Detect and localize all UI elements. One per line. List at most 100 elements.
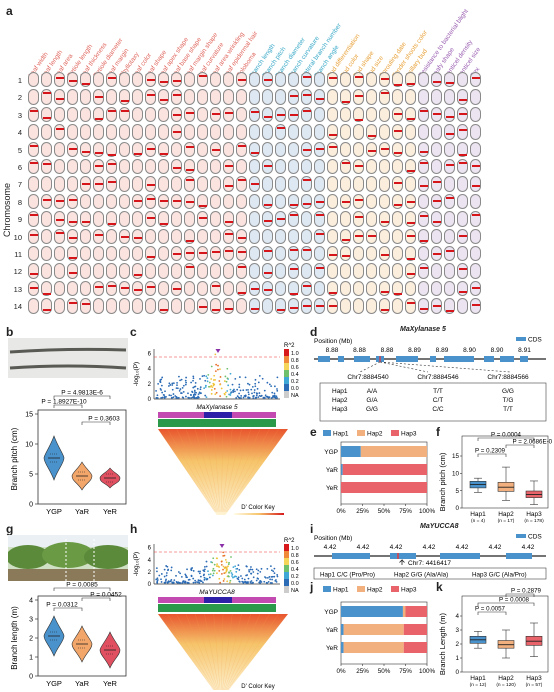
x-tick-label: YGP xyxy=(46,507,62,516)
snp-point xyxy=(211,561,214,564)
qtl-marker xyxy=(95,151,103,154)
qtl-marker xyxy=(303,76,311,78)
snp-point xyxy=(225,395,228,398)
chromosome-bar xyxy=(457,176,468,192)
qtl-marker xyxy=(290,203,298,206)
chromosome-bar xyxy=(379,106,390,123)
chromosome-bar xyxy=(444,193,455,210)
chromosome-bar xyxy=(41,141,52,157)
chromosome-bar xyxy=(41,193,52,210)
qtl-marker xyxy=(69,147,77,150)
chromosome-bar xyxy=(275,228,286,244)
chromosome-bar xyxy=(119,228,130,244)
qtl-marker xyxy=(407,258,415,260)
qtl-marker xyxy=(381,290,389,293)
chromosome-bar xyxy=(28,263,39,279)
snp-point xyxy=(156,580,159,583)
y-tick-label: 6 xyxy=(148,352,152,358)
snp-point xyxy=(172,396,175,399)
x-tick-label: Hap3 xyxy=(526,511,542,518)
x-tick-label: YaR xyxy=(75,507,90,516)
chromosome-bar xyxy=(93,72,104,88)
snp-point xyxy=(238,376,241,378)
position-tick-label: 4.42 xyxy=(489,544,502,551)
chromosome-bar xyxy=(340,159,351,175)
qtl-marker xyxy=(316,147,324,150)
qtl-marker xyxy=(238,79,246,81)
chromosome-bar xyxy=(340,141,351,157)
qtl-marker xyxy=(433,181,441,184)
cds-label: CDS xyxy=(528,534,542,541)
chromosome-bar xyxy=(262,246,273,262)
qtl-marker xyxy=(30,273,38,276)
chromosome-bar xyxy=(392,124,403,140)
snp-point xyxy=(155,396,158,399)
snp-point xyxy=(192,396,195,398)
snp-point xyxy=(194,581,197,584)
snp-point xyxy=(180,392,183,395)
snp-point xyxy=(259,582,262,584)
legend-label: 0.2 xyxy=(291,379,299,385)
chromosome-bar xyxy=(106,263,117,279)
snp-point xyxy=(163,396,166,399)
snp-point xyxy=(212,567,215,570)
ld-heatmap xyxy=(158,614,288,690)
chromosome-bar xyxy=(405,263,416,279)
snp-point xyxy=(182,580,185,583)
snp-point xyxy=(276,388,278,390)
snp-point xyxy=(190,396,192,399)
chromosome-bar xyxy=(405,106,416,123)
chromosome-bar xyxy=(288,193,299,210)
snp-density-track xyxy=(158,604,276,612)
snp-point xyxy=(270,385,273,388)
chromosome-bar xyxy=(158,228,169,244)
chromosome-bar xyxy=(418,228,429,244)
chromosome-bar xyxy=(171,193,182,210)
qtl-marker xyxy=(225,221,233,224)
snp-point xyxy=(268,576,271,578)
qtl-marker xyxy=(472,214,480,217)
x-tick-label: YaR xyxy=(75,679,90,688)
chromosome-bar xyxy=(197,124,208,140)
chromosome-bar xyxy=(431,72,442,88)
qtl-marker xyxy=(459,290,467,293)
row-label: YeR xyxy=(326,485,338,492)
chromosome-bar xyxy=(171,72,182,88)
qtl-marker xyxy=(199,204,207,207)
chromosome-bar xyxy=(158,246,169,262)
chromosome-bar xyxy=(54,280,65,297)
chromosome-bar xyxy=(93,193,104,210)
ld-grid-line xyxy=(167,428,216,512)
chromosome-bar xyxy=(210,263,221,279)
chromosome-bar xyxy=(444,124,455,140)
snp-point xyxy=(165,578,167,581)
snp-point xyxy=(256,392,258,395)
chromosome-bar xyxy=(80,176,91,192)
chromosome-bar xyxy=(470,124,481,140)
chromosome-bar xyxy=(119,141,130,157)
snp-point xyxy=(156,577,159,580)
chromosome-bar xyxy=(158,263,169,279)
snp-point xyxy=(173,579,176,582)
snp-point xyxy=(186,576,188,579)
position-axis-label: Position (Mb) xyxy=(314,535,352,542)
y-tick-label: 6 xyxy=(148,546,152,552)
ld-grid-line xyxy=(221,428,233,512)
snp-point xyxy=(273,395,276,398)
qtl-marker xyxy=(407,83,415,85)
snp-point xyxy=(208,381,211,384)
qtl-marker xyxy=(459,234,467,237)
qtl-marker xyxy=(303,249,311,251)
qtl-marker xyxy=(407,302,415,305)
qtl-marker xyxy=(82,183,90,186)
chromosome-bar xyxy=(366,298,377,314)
chromosome-bar xyxy=(119,211,130,227)
chromosome-bar xyxy=(262,159,273,175)
snp-point xyxy=(274,580,277,582)
snp-point xyxy=(164,390,166,393)
y-tick-label: 2 xyxy=(148,382,152,388)
bar-segment xyxy=(405,606,427,617)
ld-grid-line xyxy=(223,613,242,690)
chromosome-bar xyxy=(392,72,403,88)
haplotype-name: Hap3 xyxy=(332,406,348,413)
